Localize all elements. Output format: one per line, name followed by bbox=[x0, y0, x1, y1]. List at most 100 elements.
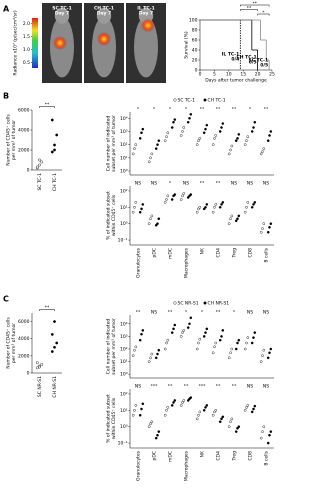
significance-label: NS bbox=[151, 181, 157, 187]
x-tick-label: CD8 bbox=[248, 248, 254, 258]
legend-marker bbox=[203, 98, 207, 102]
significance-label: ** bbox=[216, 181, 221, 187]
y-axis-label: Cell number of indicated bbox=[106, 319, 112, 375]
data-point bbox=[149, 356, 152, 360]
data-point bbox=[50, 118, 54, 122]
data-point bbox=[131, 413, 135, 417]
data-point bbox=[134, 143, 138, 146]
panel-letter: A bbox=[3, 5, 10, 14]
x-tick-label: Macrophages bbox=[184, 450, 190, 481]
data-point bbox=[40, 160, 44, 164]
y-axis-label: subset per mm³ of tumor bbox=[111, 115, 117, 172]
data-point bbox=[204, 406, 207, 409]
y-tick-label: 10⁰ bbox=[120, 424, 128, 430]
data-point bbox=[150, 352, 154, 356]
x-tick-label: 25 bbox=[269, 72, 275, 78]
data-point bbox=[214, 409, 218, 412]
significance-label: NS bbox=[263, 181, 269, 187]
significance-label: NS bbox=[247, 181, 253, 187]
data-point bbox=[246, 336, 250, 339]
legend-label: CH TC-1 bbox=[208, 98, 226, 104]
data-point bbox=[149, 217, 152, 221]
data-point bbox=[165, 135, 168, 139]
y-tick-label: 6000 bbox=[18, 319, 30, 325]
data-point bbox=[133, 206, 136, 209]
x-tick-label: B cells bbox=[264, 450, 270, 465]
data-point bbox=[230, 144, 234, 148]
data-point bbox=[259, 152, 263, 156]
series-ratio: 0/4 bbox=[231, 57, 239, 63]
axes bbox=[129, 315, 274, 379]
data-point bbox=[211, 413, 215, 417]
data-point bbox=[173, 118, 177, 121]
data-point bbox=[189, 113, 193, 116]
data-point bbox=[234, 347, 238, 351]
data-point bbox=[202, 409, 206, 412]
legend-label: SC NR-S1 bbox=[178, 301, 199, 307]
data-point bbox=[165, 341, 168, 345]
data-point bbox=[229, 217, 232, 221]
tumor-signal bbox=[141, 18, 155, 33]
data-point bbox=[253, 331, 257, 334]
axes bbox=[129, 112, 274, 176]
data-point bbox=[166, 194, 170, 198]
y-tick-label: 10⁰ bbox=[120, 169, 128, 175]
data-point bbox=[170, 198, 174, 201]
image-day: Day 7 bbox=[139, 11, 153, 17]
data-point bbox=[229, 351, 232, 355]
x-tick-label: 0 bbox=[199, 72, 202, 78]
y-axis-label: % of indicated subset bbox=[106, 394, 112, 443]
x-tick-label: mDC bbox=[168, 451, 174, 462]
image-day: Day 7 bbox=[97, 11, 111, 17]
data-point bbox=[229, 420, 232, 424]
y-tick-label: 10¹ bbox=[120, 408, 128, 414]
data-point bbox=[269, 430, 273, 433]
data-point bbox=[266, 139, 270, 142]
image-label: SC TC-1 bbox=[52, 6, 72, 12]
data-point bbox=[252, 407, 255, 411]
y-tick-label: 10⁴ bbox=[120, 116, 128, 122]
data-point bbox=[179, 198, 183, 201]
x-tick-label: B cells bbox=[264, 247, 270, 262]
data-point bbox=[252, 126, 255, 129]
significance-label: *** bbox=[199, 384, 207, 390]
significance-bracket bbox=[39, 106, 55, 108]
data-point bbox=[269, 347, 273, 351]
y-tick-label: 0 bbox=[27, 168, 30, 174]
data-point bbox=[243, 210, 247, 214]
data-point bbox=[253, 404, 257, 408]
data-point bbox=[236, 341, 239, 345]
y-tick-label: 40 bbox=[192, 48, 198, 54]
data-point bbox=[150, 152, 154, 156]
data-point bbox=[211, 210, 215, 214]
mouse-body bbox=[134, 16, 158, 78]
significance-bracket bbox=[39, 309, 55, 311]
data-point bbox=[227, 152, 231, 156]
data-point bbox=[269, 130, 273, 133]
data-point bbox=[211, 351, 215, 355]
data-point bbox=[245, 341, 248, 345]
data-point bbox=[189, 316, 193, 320]
series-label: SC TC-1 bbox=[249, 58, 269, 64]
data-point bbox=[140, 207, 143, 211]
data-point bbox=[147, 222, 151, 225]
data-point bbox=[170, 126, 174, 129]
data-point bbox=[234, 219, 238, 223]
data-point bbox=[131, 152, 135, 156]
y-tick-label: 10² bbox=[120, 391, 128, 397]
y-axis-label: per mm³ of tumor bbox=[11, 323, 17, 363]
data-point bbox=[157, 217, 161, 221]
data-point bbox=[147, 160, 151, 164]
data-point bbox=[182, 192, 186, 195]
significance-label: ** bbox=[216, 384, 221, 390]
data-point bbox=[202, 131, 206, 135]
tumor-signal bbox=[97, 32, 111, 46]
significance-label: ** bbox=[247, 6, 252, 12]
data-point bbox=[236, 217, 239, 221]
mouse-head bbox=[96, 7, 112, 24]
significance-label: ** bbox=[45, 305, 50, 311]
y-tick-label: 2000 bbox=[18, 353, 30, 359]
significance-label: ** bbox=[184, 384, 189, 390]
significance-bracket bbox=[240, 4, 270, 7]
data-point bbox=[227, 356, 231, 360]
